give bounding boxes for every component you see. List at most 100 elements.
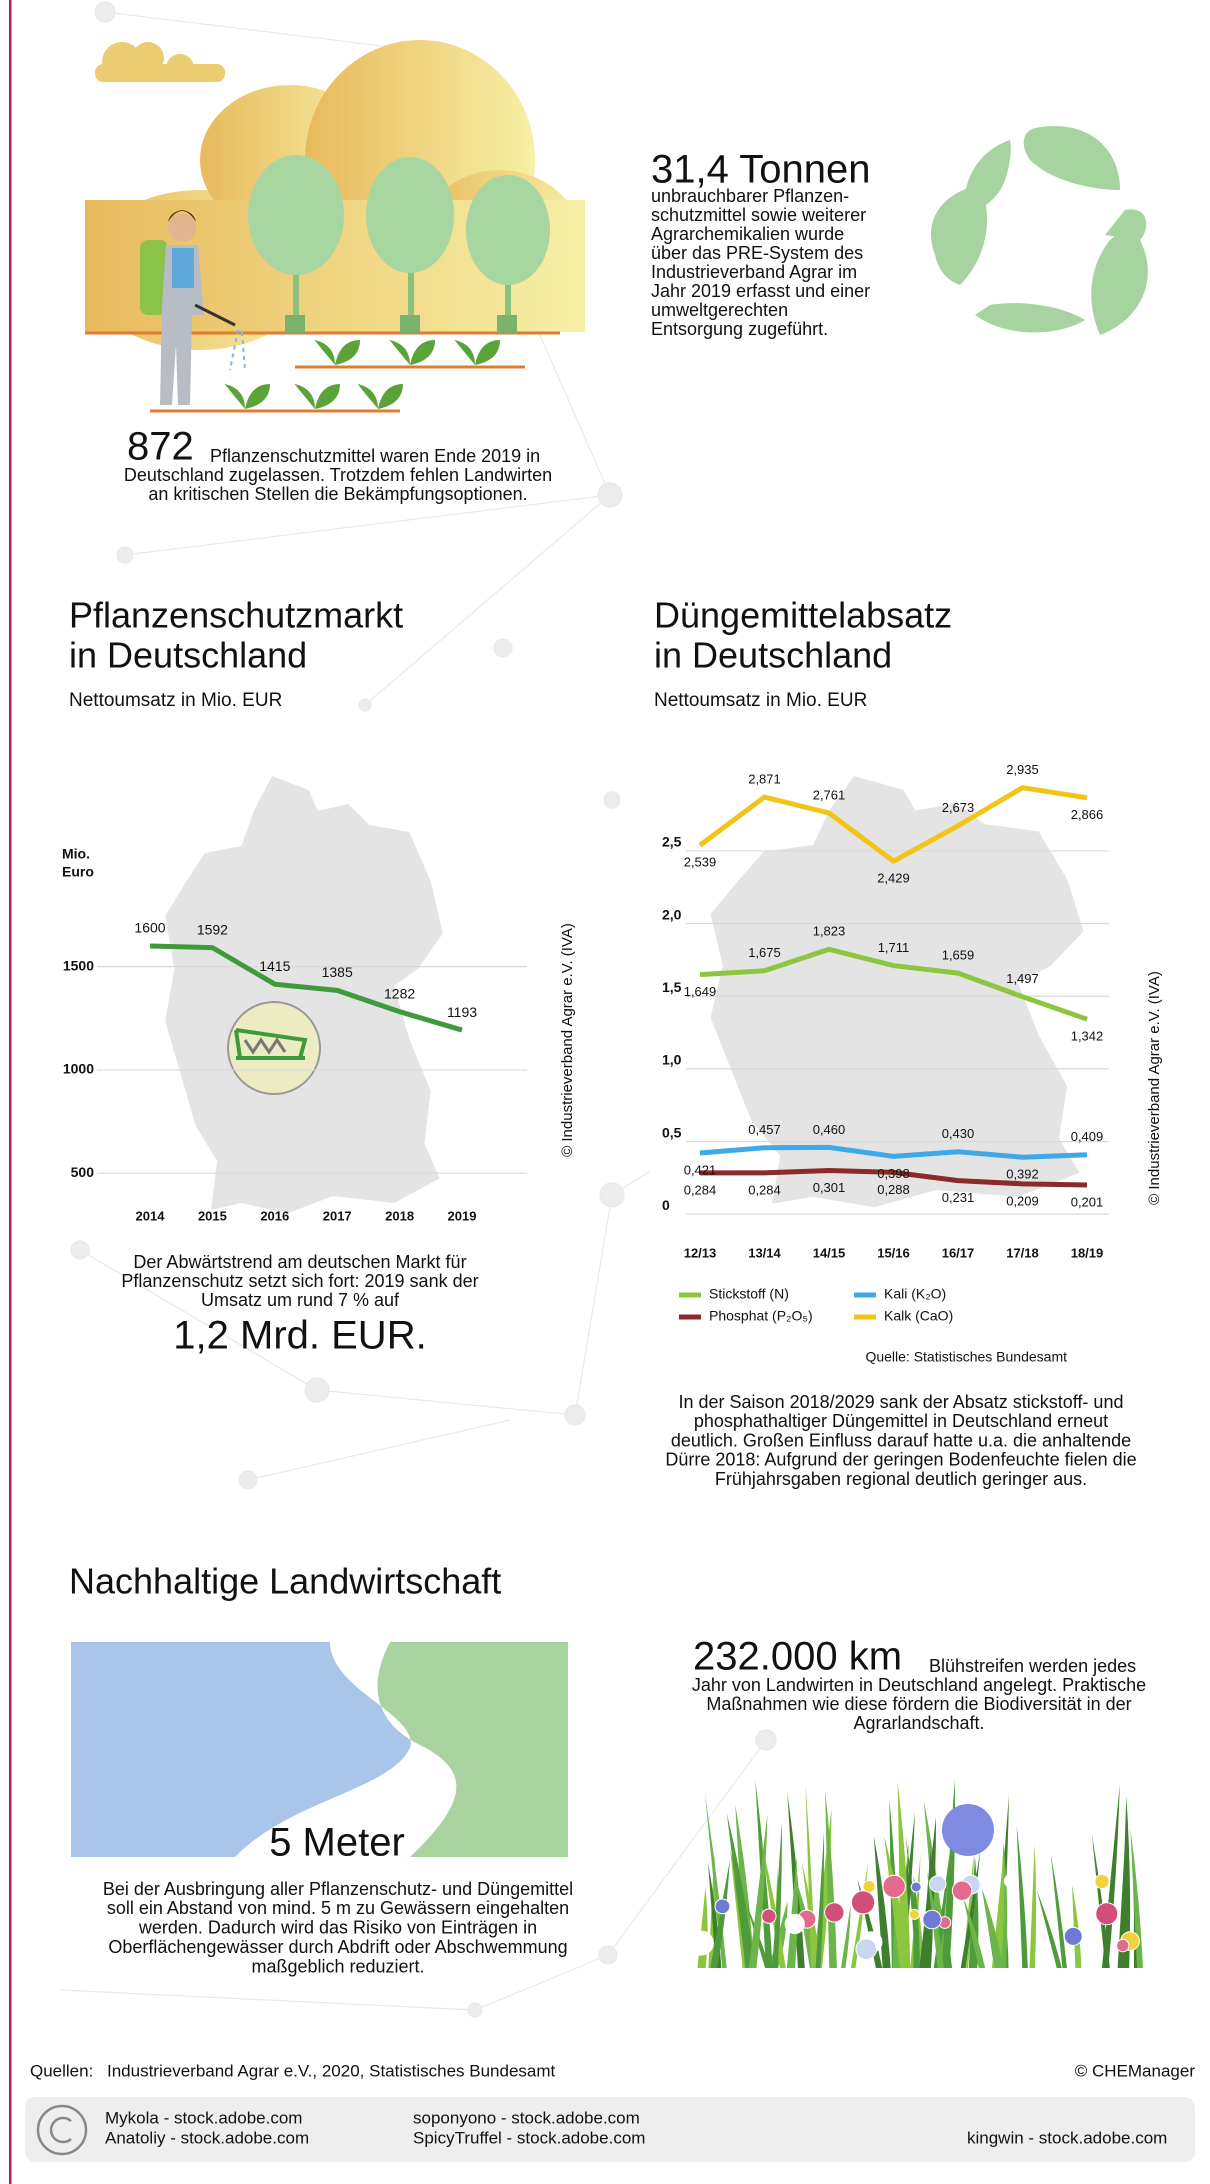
chart-title: Pflanzenschutzmarkt xyxy=(69,595,403,636)
credit: soponyono - stock.adobe.com xyxy=(413,2108,640,2127)
paragraph: umweltgerechten xyxy=(651,300,788,320)
data-label: 1,659 xyxy=(942,948,975,963)
grass-blade xyxy=(697,1888,707,1968)
x-tick-label: 2016 xyxy=(260,1208,289,1223)
credit: kingwin - stock.adobe.com xyxy=(967,2128,1167,2147)
grass-blade xyxy=(1072,1885,1081,1968)
paragraph: werden. Dadurch wird das Risiko von Eint… xyxy=(138,1918,537,1938)
data-label: 1,649 xyxy=(684,984,717,999)
y-axis-label: Mio. xyxy=(62,846,90,862)
data-label: 0,209 xyxy=(1006,1193,1039,1208)
paragraph: Jahr 2019 erfasst und einer xyxy=(651,281,870,301)
data-label: 2,539 xyxy=(684,855,717,870)
headline: 232.000 km xyxy=(693,1635,902,1679)
flower xyxy=(762,1909,776,1923)
data-label: 0,398 xyxy=(877,1166,910,1181)
chart-title: in Deutschland xyxy=(654,635,892,676)
flower-illustration xyxy=(689,1779,1143,1968)
credit: Anatoliy - stock.adobe.com xyxy=(105,2128,309,2147)
paragraph: Bei der Ausbringung aller Pflanzenschutz… xyxy=(103,1879,573,1899)
sources-label: Quellen: xyxy=(30,2061,93,2080)
paragraph: Entsorgung zugeführt. xyxy=(651,319,828,339)
data-label: 1,823 xyxy=(813,924,846,939)
y-tick-label: 1500 xyxy=(63,957,94,973)
flower xyxy=(1096,1903,1118,1925)
paragraph: Agrarlandschaft. xyxy=(853,1713,984,1733)
flower xyxy=(952,1881,972,1901)
copyright: © CHEManager xyxy=(1075,2061,1196,2080)
x-tick-label: 18/19 xyxy=(1071,1245,1104,1260)
x-tick-label: 14/15 xyxy=(813,1245,846,1260)
data-label: 0,284 xyxy=(748,1182,781,1197)
y-tick-label: 500 xyxy=(71,1164,95,1180)
paragraph: Jahr von Landwirten in Deutschland angel… xyxy=(692,1675,1146,1695)
data-label: 2,429 xyxy=(877,871,910,886)
y-tick-label: 1,5 xyxy=(662,979,682,995)
chart-title: in Deutschland xyxy=(69,635,307,676)
watermark: © Industrieverband Agrar e.V. (IVA) xyxy=(559,923,576,1157)
data-label: 0,301 xyxy=(813,1180,846,1195)
paragraph: an kritischen Stellen die Bekämpfungsopt… xyxy=(148,484,527,504)
flower xyxy=(689,1931,713,1955)
data-label: 1385 xyxy=(322,964,353,980)
y-tick-label: 2,0 xyxy=(662,906,682,922)
data-label: 0,284 xyxy=(684,1182,717,1197)
flower xyxy=(911,1882,921,1892)
data-label: 0,288 xyxy=(877,1182,910,1197)
data-label: 1282 xyxy=(384,985,415,1001)
paragraph: Industrieverband Agrar im xyxy=(651,262,857,282)
x-tick-label: 2018 xyxy=(385,1208,414,1223)
sources: Industrieverband Agrar e.V., 2020, Stati… xyxy=(107,2061,556,2080)
paragraph: Der Abwärtstrend am deutschen Markt für xyxy=(133,1252,466,1272)
paragraph: Agrarchemikalien wurde xyxy=(651,224,844,244)
credit: Mykola - stock.adobe.com xyxy=(105,2108,302,2127)
headline: 872 xyxy=(127,425,194,469)
paragraph: Dürre 2018: Aufgrund der geringen Bodenf… xyxy=(665,1450,1136,1470)
flower xyxy=(909,1909,919,1919)
x-tick-label: 15/16 xyxy=(877,1245,910,1260)
page: 31,4 Tonnenunbrauchbarer Pflanzen-schutz… xyxy=(0,0,1210,2184)
paragraph: Deutschland zugelassen. Trotzdem fehlen … xyxy=(124,465,552,485)
paragraph: In der Saison 2018/2029 sank der Absatz … xyxy=(679,1392,1124,1412)
flower xyxy=(1117,1939,1129,1951)
chart-subtitle: Nettoumsatz in Mio. EUR xyxy=(69,690,282,711)
paragraph: phosphathaltiger Düngemittel in Deutschl… xyxy=(694,1411,1108,1431)
legend-label: Stickstoff (N) xyxy=(709,1286,789,1302)
x-tick-label: 12/13 xyxy=(684,1245,717,1260)
data-label: 0,392 xyxy=(1006,1167,1039,1182)
y-tick-label: 1000 xyxy=(63,1061,94,1077)
data-label: 0,430 xyxy=(942,1126,975,1141)
data-label: 0,421 xyxy=(684,1162,717,1177)
paragraph: soll ein Abstand von mind. 5 m zu Gewäss… xyxy=(107,1898,569,1918)
chart-subtitle: Nettoumsatz in Mio. EUR xyxy=(654,690,867,711)
paragraph: Blühstreifen werden jedes xyxy=(929,1656,1136,1676)
legend-label: Kali (K₂O) xyxy=(884,1286,946,1302)
data-label: 0,460 xyxy=(813,1122,846,1137)
data-label: 1,675 xyxy=(748,945,781,960)
farmer-illustration xyxy=(85,40,585,411)
paragraph: maßgeblich reduziert. xyxy=(251,1956,424,1976)
paragraph: Pflanzenschutzmittel waren Ende 2019 in xyxy=(210,446,540,466)
grass-blade xyxy=(1017,1825,1028,1968)
flower xyxy=(942,1804,994,1856)
flower xyxy=(851,1891,874,1914)
flower xyxy=(930,1876,946,1892)
data-label: 2,871 xyxy=(748,771,781,786)
data-label: 0,201 xyxy=(1071,1194,1104,1209)
x-tick-label: 2014 xyxy=(136,1208,166,1223)
y-axis-label: Euro xyxy=(62,864,94,880)
data-label: 2,761 xyxy=(813,787,846,802)
flower xyxy=(923,1910,942,1929)
data-label: 1193 xyxy=(447,1004,477,1020)
paragraph: Pflanzenschutz setzt sich fort: 2019 san… xyxy=(121,1271,478,1291)
legend-label: Kalk (CaO) xyxy=(884,1308,953,1324)
paragraph: Umsatz um rund 7 % auf xyxy=(201,1290,400,1310)
paragraph: Frühjahrsgaben regional deutlich geringe… xyxy=(715,1469,1087,1489)
data-label: 0,457 xyxy=(748,1122,781,1137)
flower xyxy=(1095,1874,1109,1888)
paragraph: Maßnahmen wie diese fördern die Biodiver… xyxy=(706,1694,1131,1714)
section-title: Nachhaltige Landwirtschaft xyxy=(69,1561,501,1602)
y-tick-label: 0 xyxy=(662,1197,670,1213)
data-label: 1592 xyxy=(197,921,228,937)
flower xyxy=(883,1875,905,1897)
